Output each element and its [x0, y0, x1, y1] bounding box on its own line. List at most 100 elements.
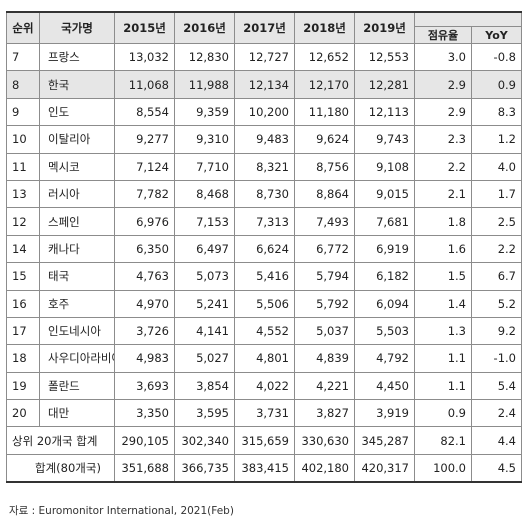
yoy-cell: 5.2 — [471, 289, 522, 318]
rank-cell: 18 — [6, 344, 40, 373]
value-cell: 4,450 — [354, 371, 415, 401]
table-row: 14 캐나다 6,350 6,497 6,624 6,772 6,919 1.6 2.2 — [6, 234, 522, 264]
value-cell: 5,073 — [174, 262, 235, 291]
total-share-cell: 82.1 — [414, 426, 472, 455]
country-cell: 대만 — [39, 399, 115, 428]
table-row: 10 이탈리아 9,277 9,310 9,483 9,624 9,743 2.3 1.2 — [6, 125, 522, 154]
rank-cell: 10 — [6, 125, 40, 154]
value-cell: 5,792 — [294, 289, 355, 318]
share-cell: 0.9 — [414, 399, 472, 428]
total-row: 합계(80개국) 351,688 366,735 383,415 402,180 420,… — [6, 453, 522, 484]
value-cell: 4,552 — [234, 316, 295, 346]
header-subrow: 점유율 YoY — [7, 26, 522, 44]
country-cell: 이탈리아 — [39, 125, 115, 154]
rank-cell: 19 — [6, 371, 40, 401]
value-cell: 6,919 — [354, 234, 415, 264]
value-cell: 4,970 — [114, 289, 175, 318]
value-cell: 6,094 — [354, 289, 415, 318]
country-cell: 인도 — [39, 97, 115, 127]
value-cell: 3,854 — [174, 371, 235, 401]
country-cell: 러시아 — [39, 179, 115, 209]
source-note: 자료 : Euromonitor International, 2021(Feb… — [9, 505, 234, 517]
value-cell: 5,241 — [174, 289, 235, 318]
total-label: 상위 20개국 합계 — [6, 426, 115, 455]
header-year-2018: 2018년 — [294, 11, 355, 44]
value-cell: 6,350 — [114, 234, 175, 264]
header-year-2017: 2017년 — [234, 11, 295, 44]
share-cell: 1.1 — [414, 371, 472, 401]
rank-cell: 9 — [6, 97, 40, 127]
value-cell: 3,350 — [114, 399, 175, 428]
value-cell: 7,153 — [174, 207, 235, 236]
country-cell: 인도네시아 — [39, 316, 115, 346]
table-row: 20 대만 3,350 3,595 3,731 3,827 3,919 0.9 2.4 — [6, 399, 522, 428]
share-cell: 2.2 — [414, 152, 472, 181]
total-value-cell: 383,415 — [234, 453, 295, 484]
value-cell: 3,731 — [234, 399, 295, 428]
table-row: 11 멕시코 7,124 7,710 8,321 8,756 9,108 2.2 4.0 — [6, 152, 522, 181]
country-cell: 멕시코 — [39, 152, 115, 181]
yoy-cell: 1.7 — [471, 179, 522, 209]
value-cell: 11,068 — [114, 70, 175, 99]
yoy-cell: 9.2 — [471, 316, 522, 346]
total-value-cell: 366,735 — [174, 453, 235, 484]
value-cell: 9,015 — [354, 179, 415, 209]
country-cell: 태국 — [39, 262, 115, 291]
share-cell: 1.3 — [414, 316, 472, 346]
yoy-cell: 5.4 — [471, 371, 522, 401]
share-cell: 1.1 — [414, 344, 472, 373]
value-cell: 5,416 — [234, 262, 295, 291]
value-cell: 6,976 — [114, 207, 175, 236]
value-cell: 9,108 — [354, 152, 415, 181]
total-value-cell: 345,287 — [354, 426, 415, 455]
country-cell: 스페인 — [39, 207, 115, 236]
total-yoy-cell: 4.4 — [471, 426, 522, 455]
total-value-cell: 351,688 — [114, 453, 175, 484]
total-value-cell: 420,317 — [354, 453, 415, 484]
value-cell: 9,277 — [114, 125, 175, 154]
value-cell: 5,037 — [294, 316, 355, 346]
value-cell: 7,493 — [294, 207, 355, 236]
country-cell: 캐나다 — [39, 234, 115, 264]
value-cell: 5,503 — [354, 316, 415, 346]
yoy-cell: 8.3 — [471, 97, 522, 127]
total-value-cell: 290,105 — [114, 426, 175, 455]
header-yoy: YoY — [471, 26, 522, 44]
total-value-cell: 402,180 — [294, 453, 355, 484]
market-table: 순위 국가명 2015년 2016년 2017년 2018년 2019년 점유율… — [6, 11, 522, 484]
country-cell: 한국 — [39, 70, 115, 99]
total-value-cell: 315,659 — [234, 426, 295, 455]
share-cell: 2.3 — [414, 125, 472, 154]
total-yoy-cell: 4.5 — [471, 453, 522, 484]
share-cell: 2.1 — [414, 179, 472, 209]
table-row: 16 호주 4,970 5,241 5,506 5,792 6,094 1.4 5.2 — [6, 289, 522, 318]
value-cell: 7,124 — [114, 152, 175, 181]
value-cell: 7,313 — [234, 207, 295, 236]
table-row: 15 태국 4,763 5,073 5,416 5,794 6,182 1.5 6.7 — [6, 262, 522, 291]
header-row: 순위 국가명 2015년 2016년 2017년 2018년 2019년 — [6, 11, 522, 44]
value-cell: 9,483 — [234, 125, 295, 154]
rank-cell: 17 — [6, 316, 40, 346]
value-cell: 3,693 — [114, 371, 175, 401]
value-cell: 9,359 — [174, 97, 235, 127]
value-cell: 6,182 — [354, 262, 415, 291]
value-cell: 7,681 — [354, 207, 415, 236]
value-cell: 8,756 — [294, 152, 355, 181]
value-cell: 9,743 — [354, 125, 415, 154]
value-cell: 4,801 — [234, 344, 295, 373]
value-cell: 10,200 — [234, 97, 295, 127]
value-cell: 6,772 — [294, 234, 355, 264]
table-row: 13 러시아 7,782 8,468 8,730 8,864 9,015 2.1 1.7 — [6, 179, 522, 209]
value-cell: 8,730 — [234, 179, 295, 209]
rank-cell: 13 — [6, 179, 40, 209]
value-cell: 12,830 — [174, 42, 235, 72]
yoy-cell: 2.2 — [471, 234, 522, 264]
header-country: 국가명 — [39, 11, 115, 44]
value-cell: 4,763 — [114, 262, 175, 291]
table-row: 19 폴란드 3,693 3,854 4,022 4,221 4,450 1.1 5.4 — [6, 371, 522, 401]
value-cell: 7,782 — [114, 179, 175, 209]
header-rank: 순위 — [6, 11, 40, 44]
table-row: 8 한국 11,068 11,988 12,134 12,170 12,281 2.9 0.9 — [6, 70, 522, 99]
header-year-2016: 2016년 — [174, 11, 235, 44]
value-cell: 8,864 — [294, 179, 355, 209]
